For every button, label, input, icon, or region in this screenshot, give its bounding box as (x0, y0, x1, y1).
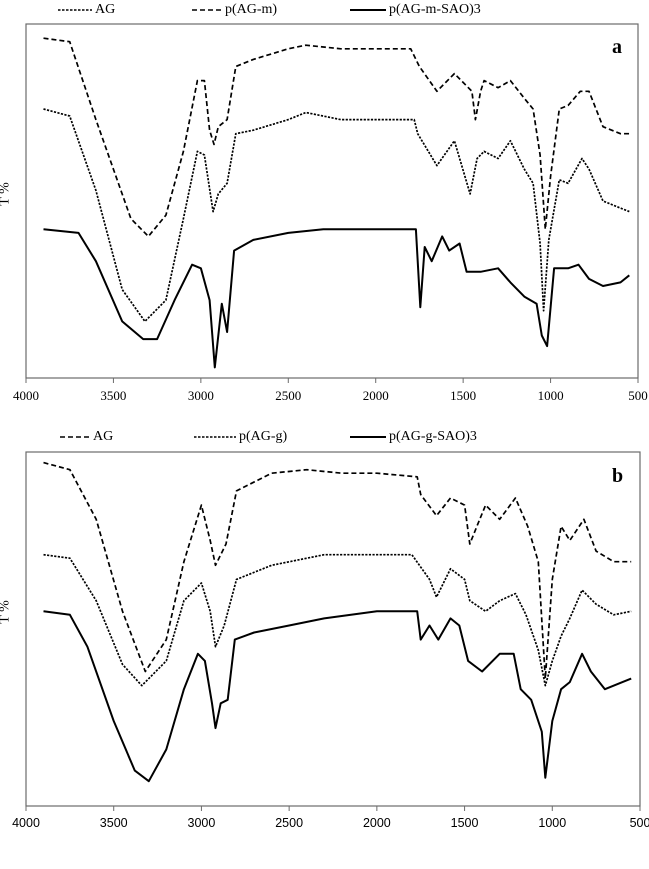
legend-item-ag: AG (60, 427, 113, 447)
series-line-p-ag-g (43, 553, 632, 687)
x-tick-label: 1500 (450, 388, 477, 403)
x-tick-label: 1000 (537, 388, 564, 403)
solid-line-swatch-icon (350, 436, 386, 438)
x-tick-label: 4000 (13, 388, 39, 403)
x-tick-label: 500 (628, 388, 648, 403)
solid-line-swatch-icon (350, 9, 386, 11)
x-tick-label: 3000 (187, 388, 214, 403)
legend-label: p(AG-g) (239, 429, 288, 444)
legend-label: p(AG-m-SAO)3 (389, 2, 481, 17)
legend-item-p-ag-g-sao3: p(AG-g-SAO)3 (350, 427, 477, 447)
x-tick-label: 2000 (362, 388, 389, 403)
legend-label: p(AG-g-SAO)3 (389, 429, 477, 444)
x-tick-label: 3500 (100, 388, 127, 403)
dashed-line-swatch-icon (60, 436, 90, 438)
legend-item-p-ag-m-sao3: p(AG-m-SAO)3 (350, 0, 481, 20)
dashed-line-swatch-icon (192, 9, 222, 11)
ir-spectrum-plot-b (25, 451, 641, 811)
x-tick-label: 3500 (99, 816, 128, 830)
x-tick-label: 2500 (275, 816, 304, 830)
panel-label-b: b (612, 465, 624, 487)
legend-item-ag: AG (58, 0, 115, 20)
legend-item-p-ag-g: p(AG-g) (194, 427, 287, 447)
series-line-p-ag-m-sao-3 (43, 228, 630, 369)
series-line-ag (43, 108, 630, 323)
legend-label: AG (93, 429, 114, 444)
legend-panel-a: AG p(AG-m) p(AG-m-SAO)3 (0, 0, 649, 20)
series-line-ag (43, 461, 632, 680)
legend-item-p-ag-m: p(AG-m) (192, 0, 277, 20)
plot-frame (25, 451, 641, 807)
dotted-line-swatch-icon (194, 436, 236, 438)
x-tick-label: 1500 (450, 816, 479, 830)
x-tick-label: 2000 (362, 816, 391, 830)
series-line-p-ag-g-sao-3 (43, 610, 632, 783)
panel-label-a: a (612, 36, 622, 58)
x-tick-label: 1000 (538, 816, 567, 830)
x-tick-label: 2500 (275, 388, 302, 403)
x-tick-label: 500 (629, 816, 649, 830)
dotted-line-swatch-icon (58, 9, 92, 11)
legend-panel-b: AG p(AG-g) p(AG-g-SAO)3 (0, 427, 649, 447)
x-tick-label: 4000 (12, 816, 40, 830)
series-line-p-ag-m (43, 37, 630, 238)
ir-spectrum-plot-a (25, 23, 639, 383)
legend-label: p(AG-m) (225, 2, 278, 17)
plot-frame (25, 23, 639, 379)
x-tick-label: 3000 (187, 816, 216, 830)
legend-label: AG (95, 2, 116, 17)
